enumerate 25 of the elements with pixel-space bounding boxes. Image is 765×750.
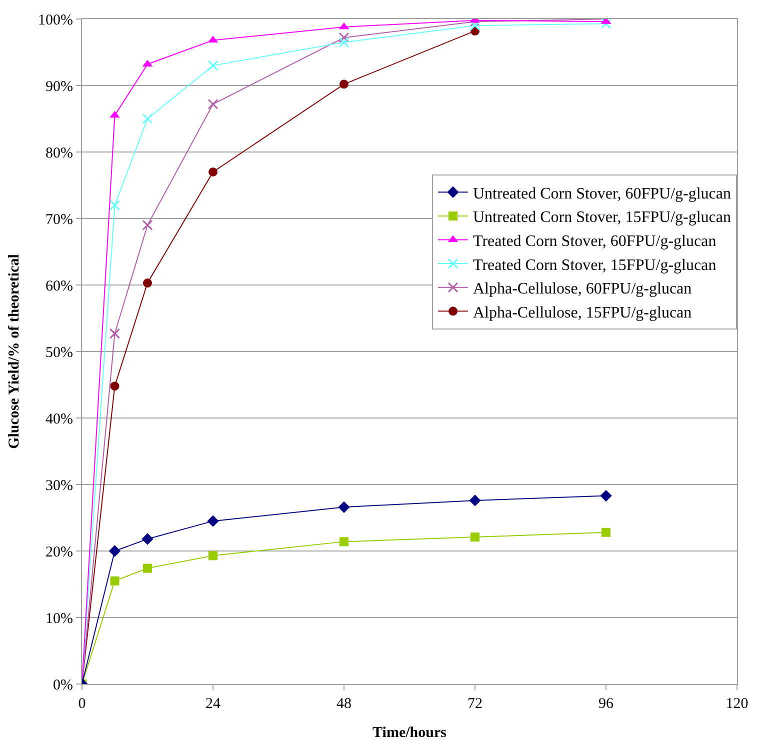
x-tick-label: 0 xyxy=(78,696,86,712)
y-tick-label: 50% xyxy=(46,344,73,361)
legend-label: Untreated Corn Stover, 60FPU/g-glucan xyxy=(473,185,731,202)
legend-label: Treated Corn Stover, 15FPU/g-glucan xyxy=(473,256,716,274)
legend-label: Alpha-Cellulose, 60FPU/g-glucan xyxy=(473,280,692,298)
x-axis-title: Time/hours xyxy=(372,725,447,741)
y-tick-label: 20% xyxy=(46,544,73,560)
y-axis-title: Glucose Yield/% of theoretical xyxy=(6,254,22,449)
legend-label: Treated Corn Stover, 60FPU/g-glucan xyxy=(473,232,716,250)
legend-label: Untreated Corn Stover, 15FPU/g-glucan xyxy=(473,209,731,226)
x-tick-label: 72 xyxy=(468,696,482,712)
x-tick-label: 96 xyxy=(598,696,614,712)
y-tick-label: 10% xyxy=(46,610,73,627)
y-tick-label: 60% xyxy=(46,278,73,294)
y-tick-label: 0% xyxy=(53,677,73,694)
y-tick-label: 40% xyxy=(46,411,73,428)
y-tick-label: 70% xyxy=(46,212,73,228)
y-tick-label: 90% xyxy=(46,78,73,95)
x-tick-label: 24 xyxy=(206,696,221,712)
y-tick-label: 100% xyxy=(38,12,73,28)
x-tick-label: 48 xyxy=(336,696,352,712)
x-tick-label: 120 xyxy=(726,696,748,712)
y-tick-label: 80% xyxy=(46,145,73,162)
y-tick-label: 30% xyxy=(46,478,73,494)
legend-label: Alpha-Cellulose, 15FPU/g-glucan xyxy=(473,304,692,322)
